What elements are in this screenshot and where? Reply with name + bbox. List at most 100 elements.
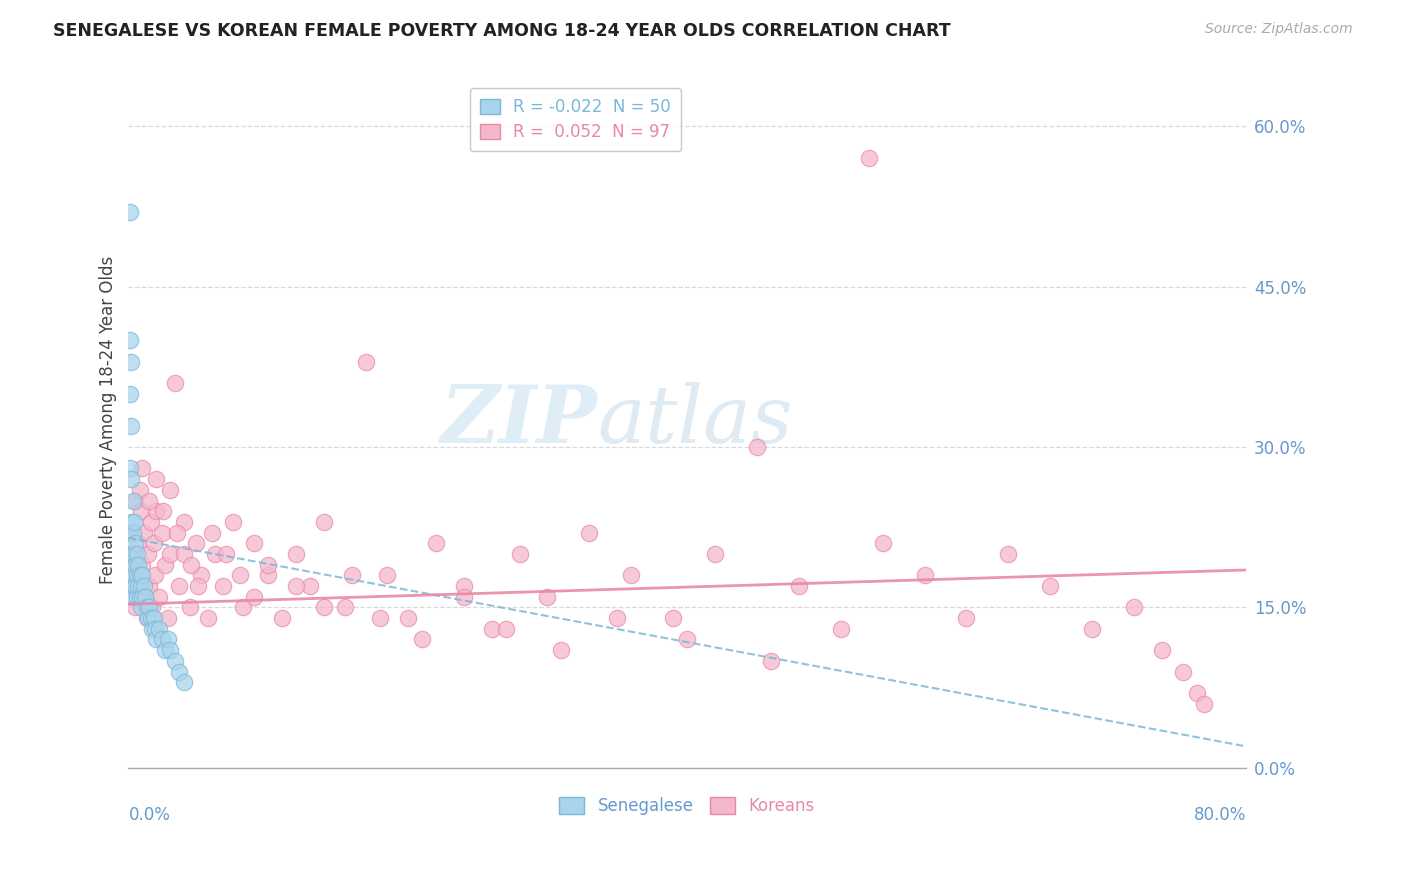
Point — [125, 590, 148, 604]
Point — [121, 525, 143, 540]
Point — [127, 536, 149, 550]
Point — [368, 611, 391, 625]
Point — [481, 622, 503, 636]
Point — [148, 590, 170, 604]
Point — [914, 568, 936, 582]
Legend: Senegalese, Koreans: Senegalese, Koreans — [553, 790, 821, 822]
Point — [121, 579, 143, 593]
Point — [136, 611, 159, 625]
Point — [120, 354, 142, 368]
Point — [745, 440, 768, 454]
Point — [118, 525, 141, 540]
Point — [453, 590, 475, 604]
Point — [163, 654, 186, 668]
Point — [150, 632, 173, 647]
Point — [620, 568, 643, 582]
Point — [122, 547, 145, 561]
Point — [215, 547, 238, 561]
Point — [145, 632, 167, 647]
Point — [212, 579, 235, 593]
Point — [121, 558, 143, 572]
Point — [131, 558, 153, 572]
Point — [124, 579, 146, 593]
Point — [120, 418, 142, 433]
Text: 0.0%: 0.0% — [128, 805, 170, 824]
Point — [167, 665, 190, 679]
Point — [1123, 600, 1146, 615]
Point — [285, 579, 308, 593]
Point — [143, 568, 166, 582]
Point — [1150, 643, 1173, 657]
Point — [122, 515, 145, 529]
Point — [704, 547, 727, 561]
Point — [676, 632, 699, 647]
Point — [153, 643, 176, 657]
Point — [124, 600, 146, 615]
Point — [190, 568, 212, 582]
Point — [134, 590, 156, 604]
Point — [340, 568, 363, 582]
Point — [222, 515, 245, 529]
Point — [128, 590, 150, 604]
Point — [134, 590, 156, 604]
Point — [509, 547, 531, 561]
Point — [312, 515, 335, 529]
Point — [124, 536, 146, 550]
Point — [121, 493, 143, 508]
Point — [204, 547, 226, 561]
Point — [453, 579, 475, 593]
Point — [127, 558, 149, 572]
Point — [662, 611, 685, 625]
Point — [156, 611, 179, 625]
Point — [128, 590, 150, 604]
Point — [143, 622, 166, 636]
Point — [187, 579, 209, 593]
Point — [159, 547, 181, 561]
Point — [120, 472, 142, 486]
Point — [153, 558, 176, 572]
Point — [606, 611, 628, 625]
Point — [142, 611, 165, 625]
Point — [180, 558, 202, 572]
Point — [118, 386, 141, 401]
Text: ZIP: ZIP — [441, 382, 598, 459]
Point — [312, 600, 335, 615]
Point — [132, 579, 155, 593]
Point — [136, 547, 159, 561]
Point — [955, 611, 977, 625]
Point — [166, 525, 188, 540]
Point — [173, 675, 195, 690]
Point — [787, 579, 810, 593]
Point — [142, 536, 165, 550]
Point — [139, 611, 162, 625]
Point — [163, 376, 186, 390]
Point — [145, 472, 167, 486]
Point — [411, 632, 433, 647]
Point — [333, 600, 356, 615]
Point — [159, 643, 181, 657]
Point — [138, 600, 160, 615]
Point — [229, 568, 252, 582]
Point — [1171, 665, 1194, 679]
Point — [536, 590, 558, 604]
Point — [118, 333, 141, 347]
Text: SENEGALESE VS KOREAN FEMALE POVERTY AMONG 18-24 YEAR OLDS CORRELATION CHART: SENEGALESE VS KOREAN FEMALE POVERTY AMON… — [53, 22, 950, 40]
Point — [127, 579, 149, 593]
Point — [132, 525, 155, 540]
Point — [257, 558, 280, 572]
Point — [257, 568, 280, 582]
Point — [120, 515, 142, 529]
Point — [232, 600, 254, 615]
Point — [1192, 697, 1215, 711]
Point — [148, 622, 170, 636]
Point — [152, 504, 174, 518]
Point — [243, 590, 266, 604]
Point — [135, 600, 157, 615]
Point — [131, 568, 153, 582]
Point — [122, 558, 145, 572]
Point — [173, 515, 195, 529]
Point — [125, 547, 148, 561]
Point — [129, 600, 152, 615]
Point — [156, 632, 179, 647]
Point — [121, 525, 143, 540]
